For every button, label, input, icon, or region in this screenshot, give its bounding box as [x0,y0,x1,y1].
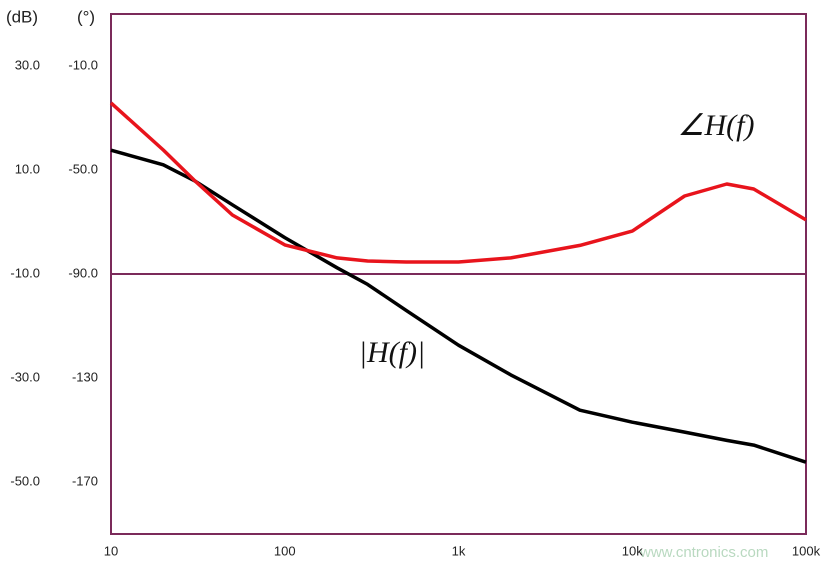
y-axis-label: (dB) [6,7,38,26]
y2-tick-label: -90.0 [68,265,98,280]
y2-tick-label: -170 [72,473,98,488]
x-tick-label: 10 [104,543,118,558]
y2-axis-label: (°) [77,7,95,26]
y2-tick-label: -50.0 [68,161,98,176]
y-tick-label: -30.0 [10,369,40,384]
x-tick-label: 1k [452,543,466,558]
watermark: www.cntronics.com [639,544,768,561]
y-tick-label: 10.0 [15,161,40,176]
y-tick-label: -50.0 [10,473,40,488]
series-line [110,148,807,464]
series-line [109,101,807,264]
y-tick-label: 30.0 [15,57,40,72]
series-annotation: |H(f)| [359,336,425,369]
y2-tick-label: -130 [72,369,98,384]
x-tick-label: 100 [274,543,296,558]
series-annotation: ∠H(f) [678,109,755,142]
y-tick-label: -10.0 [10,265,40,280]
x-tick-label: 100k [792,543,821,558]
x-tick-label: 10k [622,543,643,558]
y2-tick-label: -10.0 [68,57,98,72]
